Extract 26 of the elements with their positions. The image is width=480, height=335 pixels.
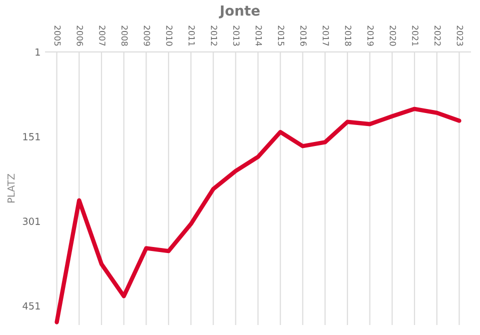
- x-tick-label: 2017: [322, 26, 329, 46]
- x-tick-label: 2010: [166, 26, 172, 46]
- x-tick-label: 2022: [434, 26, 441, 46]
- y-tick-label: 151: [23, 133, 40, 140]
- y-tick-label: 301: [22, 218, 40, 225]
- x-tick-label: 2016: [300, 26, 307, 46]
- x-tick-label: 2011: [188, 26, 195, 46]
- x-tick-label: 2006: [76, 26, 84, 46]
- y-tick-label: 451: [22, 302, 40, 310]
- x-tick-label: 2021: [412, 26, 418, 46]
- x-tick-label: 2018: [345, 26, 352, 46]
- x-tick-label: 2023: [456, 26, 464, 46]
- line-series: [54, 106, 462, 324]
- x-tick-label: 2008: [121, 26, 128, 46]
- x-tick-label: 2013: [233, 26, 240, 46]
- x-tick-label: 2007: [99, 26, 106, 46]
- chart-title: Jonte: [218, 5, 260, 18]
- y-axis-title: PLATZ: [8, 174, 15, 202]
- x-tick-label: 2019: [367, 26, 374, 46]
- y-tick-label: 1: [36, 48, 40, 56]
- x-tick-label: 2005: [54, 26, 61, 46]
- x-tick-label: 2014: [256, 26, 262, 46]
- x-tick-label: 2009: [144, 26, 150, 46]
- x-tick-label: 2015: [278, 26, 284, 46]
- x-tick-label: 2012: [210, 26, 218, 46]
- x-tick-label: 2020: [390, 26, 396, 46]
